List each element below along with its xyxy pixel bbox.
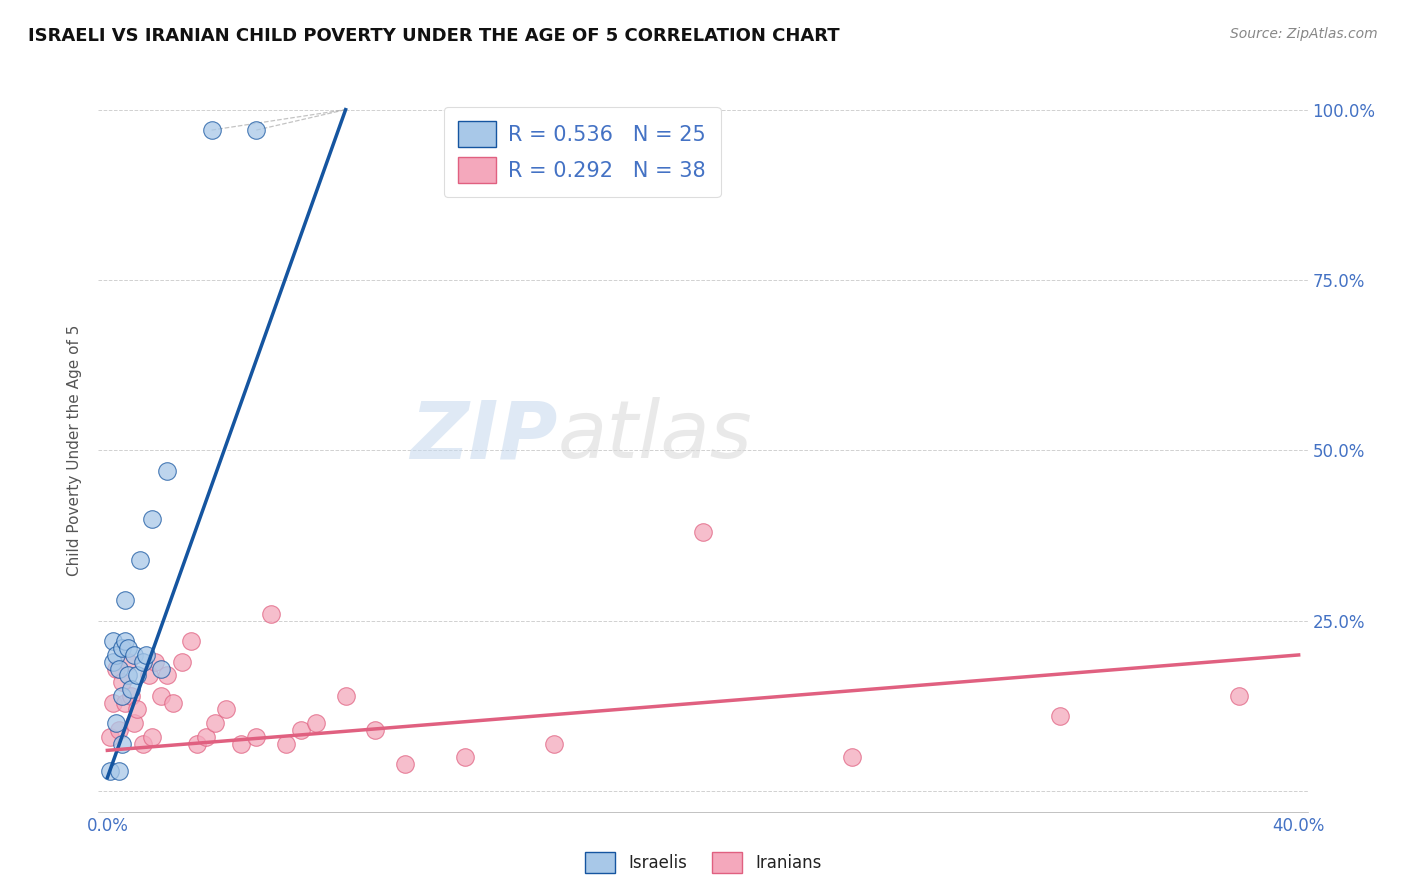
Point [200,123,222,137]
Point [1227,689,1250,703]
Text: ZIP: ZIP [411,397,558,475]
Point [290,723,312,737]
Point [132,737,155,751]
Point [194,730,217,744]
Point [120,689,142,703]
Point [454,750,477,764]
Point [122,716,145,731]
Point [129,552,152,566]
Point [149,689,172,703]
Point [111,675,134,690]
Point [127,668,149,682]
Point [245,730,267,744]
Point [162,696,184,710]
Point [108,764,131,778]
Y-axis label: Child Poverty Under the Age of 5: Child Poverty Under the Age of 5 [67,325,83,576]
Point [543,737,565,751]
Point [841,750,863,764]
Point [180,634,202,648]
Point [335,689,357,703]
Point [260,607,283,621]
Point [132,655,155,669]
Point [186,737,208,751]
Point [204,716,226,731]
Point [245,123,267,137]
Point [117,655,139,669]
Point [215,702,238,716]
Text: Source: ZipAtlas.com: Source: ZipAtlas.com [1230,27,1378,41]
Point [1049,709,1071,723]
Point [111,737,134,751]
Point [105,662,128,676]
Legend: Israelis, Iranians: Israelis, Iranians [578,846,828,880]
Legend: R = 0.536   N = 25, R = 0.292   N = 38: R = 0.536 N = 25, R = 0.292 N = 38 [444,107,720,197]
Point [98,764,121,778]
Point [149,662,172,676]
Point [394,757,416,772]
Point [274,737,297,751]
Point [135,648,157,662]
Text: atlas: atlas [558,397,752,475]
Point [117,641,139,656]
Text: ISRAELI VS IRANIAN CHILD POVERTY UNDER THE AGE OF 5 CORRELATION CHART: ISRAELI VS IRANIAN CHILD POVERTY UNDER T… [28,27,839,45]
Point [122,648,145,662]
Point [692,525,714,540]
Point [114,593,136,607]
Point [111,641,134,656]
Point [138,668,160,682]
Point [117,668,139,682]
Point [105,648,128,662]
Point [108,723,131,737]
Point [103,655,125,669]
Point [141,511,163,525]
Point [103,634,125,648]
Point [103,696,125,710]
Point [231,737,253,751]
Point [170,655,193,669]
Point [143,655,166,669]
Point [114,634,136,648]
Point [305,716,328,731]
Point [127,702,149,716]
Point [111,689,134,703]
Point [141,730,163,744]
Point [108,662,131,676]
Point [364,723,387,737]
Point [114,696,136,710]
Point [156,668,179,682]
Point [105,716,128,731]
Point [156,464,179,478]
Point [120,681,142,696]
Point [98,730,121,744]
